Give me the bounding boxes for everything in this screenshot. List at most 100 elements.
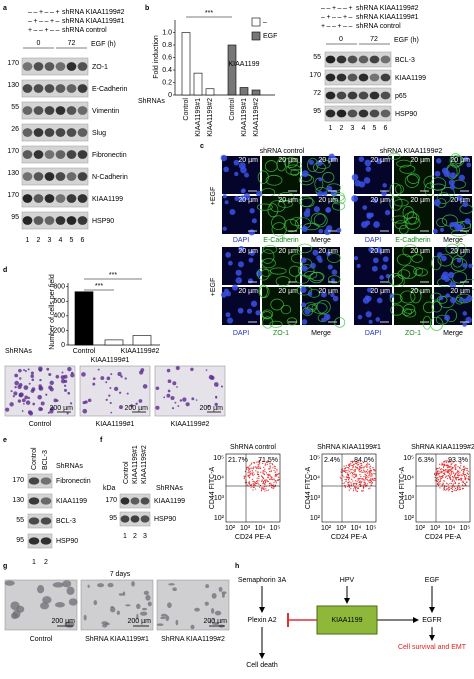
band: [369, 91, 380, 100]
cell: [67, 391, 71, 395]
event: [467, 477, 469, 480]
lane: 5: [70, 237, 74, 244]
membrane: [334, 317, 346, 328]
event: [273, 487, 275, 489]
nucleus: [449, 222, 455, 228]
event: [355, 474, 358, 476]
colony: [87, 584, 90, 588]
cell: [182, 397, 187, 402]
event: [252, 468, 254, 470]
nucleus: [238, 162, 246, 170]
colony: [212, 618, 215, 621]
axis-label: CD44 FITC-A: [305, 466, 312, 509]
event: [261, 475, 263, 477]
tick-label: 10⁵: [460, 525, 471, 532]
event: [372, 478, 374, 480]
event: [361, 464, 363, 466]
nucleus: [248, 257, 254, 263]
event: [443, 469, 445, 472]
label: 0: [339, 36, 343, 43]
colony: [145, 594, 151, 601]
label: EGF (h): [91, 41, 116, 48]
colony: [54, 602, 65, 608]
event: [438, 470, 440, 472]
event: [252, 480, 255, 482]
event: [348, 486, 351, 488]
lane: 2: [133, 533, 137, 540]
band: [369, 55, 380, 64]
scale-label: 20 µm: [370, 288, 390, 295]
nucleus: [224, 288, 229, 294]
event: [439, 487, 441, 489]
tick-label: 10²: [321, 525, 332, 532]
tick-label: 10³: [310, 495, 321, 502]
membrane: [262, 244, 278, 254]
event: [269, 478, 272, 480]
y-tick-label: 0.8: [162, 42, 172, 49]
event: [276, 470, 278, 472]
event: [434, 476, 436, 479]
event: [455, 467, 457, 469]
cell: [18, 368, 22, 373]
y-tick-label: 0: [168, 92, 172, 99]
colony: [139, 611, 148, 616]
colony: [147, 601, 152, 607]
colony: [221, 591, 227, 595]
label: KIAA1199#2: [141, 445, 148, 484]
event: [348, 463, 350, 465]
cell: [172, 381, 177, 386]
event: [458, 478, 461, 480]
event: [250, 487, 252, 489]
event: [364, 477, 367, 480]
colony: [42, 596, 52, 604]
nucleus: [237, 261, 244, 268]
panel-letter: e: [3, 437, 7, 444]
nucleus: [255, 310, 261, 316]
event: [354, 473, 356, 475]
sign: +: [33, 18, 37, 25]
event: [353, 463, 355, 466]
nucleus: [239, 195, 246, 202]
event: [437, 467, 439, 470]
nucleus: [363, 177, 371, 184]
event: [447, 484, 449, 486]
sign: –: [321, 5, 325, 12]
event: [371, 473, 374, 475]
tick-label: 10⁵: [366, 525, 377, 532]
event: [449, 474, 451, 476]
nucleus: [458, 174, 466, 181]
channel-label: DAPI: [365, 237, 381, 244]
cell: [25, 400, 31, 405]
cell: [27, 396, 31, 400]
label: 2.4%: [324, 457, 340, 464]
axis-label: CD24 PE-A: [235, 534, 272, 541]
band: [77, 194, 88, 203]
axis-label: CD24 PE-A: [425, 534, 462, 541]
event: [452, 470, 454, 472]
event: [456, 475, 459, 477]
cell: [63, 374, 68, 379]
band: [33, 128, 44, 137]
event: [358, 483, 360, 486]
event: [345, 467, 347, 469]
sign: +: [44, 27, 48, 34]
event: [340, 477, 342, 480]
cell: [166, 368, 171, 373]
event: [363, 467, 365, 469]
event: [441, 477, 443, 479]
event: [356, 462, 358, 464]
cell: [139, 370, 144, 375]
sign: +: [28, 27, 32, 34]
nucleus: [356, 263, 361, 268]
nucleus: [379, 275, 384, 280]
band: [33, 194, 44, 203]
event: [273, 478, 275, 481]
panel-letter: a: [3, 5, 7, 12]
event: [355, 489, 357, 491]
event: [348, 465, 351, 467]
event: [261, 488, 263, 490]
nucleus: [434, 170, 441, 177]
event: [459, 467, 461, 469]
kda: 130: [7, 82, 19, 89]
